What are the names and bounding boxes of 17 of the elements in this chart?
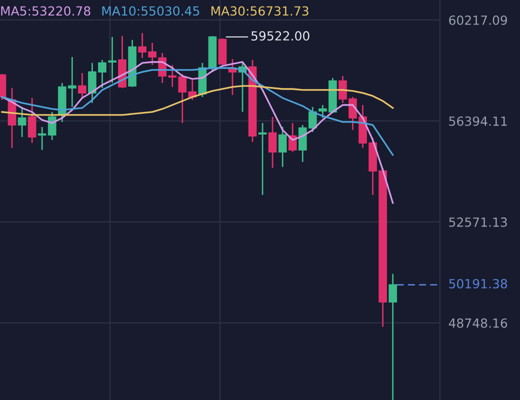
candlestick	[28, 97, 36, 144]
y-tick-label: 60217.09	[449, 15, 508, 25]
candlestick	[258, 122, 267, 196]
candlestick	[108, 36, 116, 84]
text: MA10:55030.45	[102, 6, 200, 16]
candlestick	[268, 116, 277, 169]
annotation: 59522.00	[251, 31, 310, 41]
candlestick	[278, 126, 287, 168]
ref-line-label: 50191.38	[449, 278, 508, 288]
y-tick-label: 52571.13	[449, 217, 507, 227]
y-tick-label: 56394.11	[449, 116, 507, 126]
candlestick	[388, 273, 397, 400]
text: MA30:56731.73	[211, 6, 308, 16]
candlestick	[78, 72, 86, 99]
candlestick	[18, 106, 26, 138]
y-tick-label: 48748.16	[448, 318, 508, 328]
text: MA5:53220.78	[1, 6, 90, 16]
